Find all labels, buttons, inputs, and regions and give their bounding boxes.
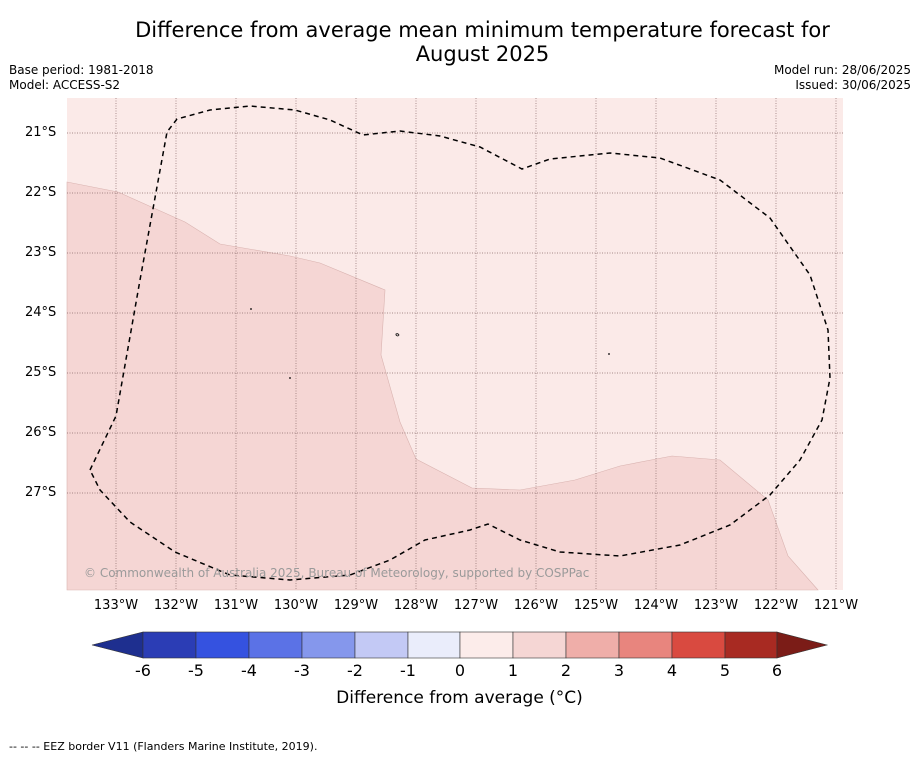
lat-label: 25°S (25, 365, 57, 380)
lon-label: 122°W (753, 598, 799, 613)
title-line-1: Difference from average mean minimum tem… (135, 18, 830, 42)
colorbar-extend-high (776, 631, 829, 659)
colorbar-tick: -6 (135, 661, 151, 680)
lon-label: 127°W (453, 598, 499, 613)
colorbar-segment (407, 631, 461, 659)
lon-label: 130°W (273, 598, 319, 613)
colorbar-tick: 3 (613, 661, 625, 680)
footnote: -- -- -- EEZ border V11 (Flanders Marine… (9, 740, 318, 753)
colorbar-tick: -4 (241, 661, 257, 680)
latitude-gridlines (67, 132, 843, 494)
lat-label: 23°S (25, 245, 57, 260)
colorbar-tick: 2 (560, 661, 572, 680)
warmer-anomaly-region (66, 181, 819, 591)
meta-left: Base period: 1981-2018 Model: ACCESS-S2 (9, 63, 154, 93)
lon-label: 129°W (333, 598, 379, 613)
model-run: Model run: 28/06/2025 (773, 63, 911, 77)
lat-label: 27°S (25, 485, 57, 500)
colorbar-tick: -5 (188, 661, 204, 680)
colorbar-tick: -2 (347, 661, 363, 680)
island-mark (608, 353, 610, 355)
colorbar-tick: 4 (666, 661, 678, 680)
colorbar (91, 631, 829, 659)
lon-label: 126°W (513, 598, 559, 613)
colorbar-tick: 1 (507, 661, 519, 680)
model-name: Model: ACCESS-S2 (9, 78, 121, 92)
colorbar-segment (671, 631, 726, 659)
island-mark (250, 308, 252, 310)
lon-label: 121°W (813, 598, 859, 613)
lon-label: 124°W (633, 598, 679, 613)
colorbar-label: Difference from average (°C) (336, 688, 583, 708)
lon-label: 123°W (693, 598, 739, 613)
colorbar-tick: 0 (454, 661, 466, 680)
eez-border (89, 105, 831, 581)
lon-label: 128°W (393, 598, 439, 613)
longitude-gridlines (115, 98, 837, 590)
colorbar-segment (301, 631, 356, 659)
meta-right: Model run: 28/06/2025 Issued: 30/06/2025 (774, 63, 911, 93)
colorbar-segment (142, 631, 197, 659)
base-period: Base period: 1981-2018 (9, 63, 154, 77)
issued-date: Issued: 30/06/2025 (795, 78, 911, 92)
lon-label: 133°W (93, 598, 139, 613)
colorbar-segment (724, 631, 778, 659)
island-mark (395, 333, 400, 337)
title-line-2: August 2025 (415, 42, 550, 66)
colorbar-segment (618, 631, 673, 659)
colorbar-segment (354, 631, 409, 659)
copyright-watermark: © Commonwealth of Australia 2025, Bureau… (84, 566, 590, 580)
lat-label: 22°S (25, 185, 57, 200)
colorbar-extend-low (91, 631, 144, 659)
colorbar-tick: 5 (719, 661, 731, 680)
island-mark (289, 377, 291, 379)
colorbar-segment (512, 631, 567, 659)
colorbar-tick: 6 (771, 661, 783, 680)
colorbar-tick: -3 (294, 661, 310, 680)
lat-label: 21°S (25, 125, 57, 140)
colorbar-tick: -1 (400, 661, 416, 680)
chart-title: Difference from average mean minimum tem… (120, 18, 845, 66)
colorbar-segment (565, 631, 620, 659)
colorbar-segment (195, 631, 250, 659)
lon-label: 131°W (213, 598, 259, 613)
lat-label: 24°S (25, 305, 57, 320)
colorbar-segment (459, 631, 514, 659)
lon-label: 125°W (573, 598, 619, 613)
lon-label: 132°W (153, 598, 199, 613)
colorbar-segment (248, 631, 303, 659)
lat-label: 26°S (25, 425, 57, 440)
